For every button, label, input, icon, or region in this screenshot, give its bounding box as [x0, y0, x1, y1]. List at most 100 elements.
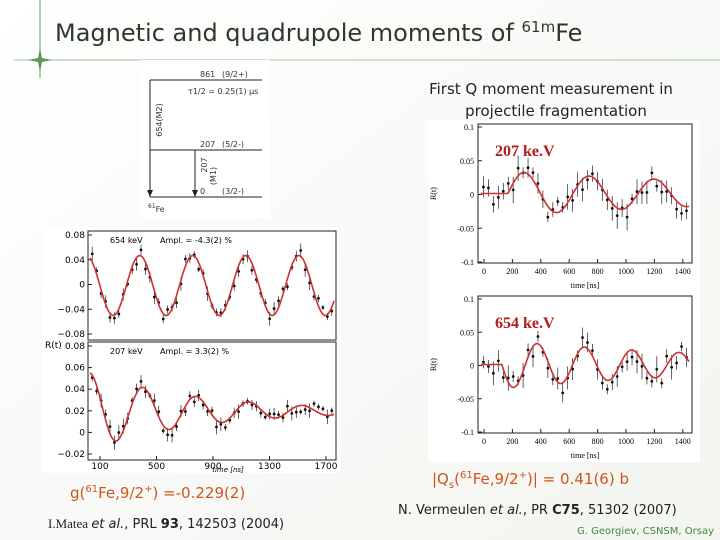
point	[175, 301, 178, 305]
footer: G. Georgiev, CSNSM, Orsay	[577, 526, 714, 537]
x-tick-label: 1000	[618, 267, 634, 276]
point	[496, 359, 500, 363]
y-tick-label: 0.08	[65, 231, 85, 241]
x-tick-label: 1400	[675, 267, 691, 276]
point	[135, 262, 138, 266]
point	[665, 354, 669, 358]
point	[586, 341, 589, 344]
point	[546, 215, 550, 219]
point	[482, 360, 485, 364]
quadrupole-moment: |Qs(61Fe,9/2+)| = 0.41(6) b	[432, 470, 629, 491]
transition-label: (M1)	[209, 167, 218, 185]
point	[139, 380, 143, 383]
y-axis-label: R(t)	[429, 358, 438, 371]
point	[625, 215, 629, 219]
point	[556, 200, 560, 203]
point	[526, 348, 530, 352]
y-tick-label: -0.05	[457, 395, 474, 404]
x-tick-label: 600	[563, 267, 575, 276]
point	[516, 166, 520, 170]
point	[219, 422, 223, 426]
point	[685, 209, 688, 213]
fit-curve	[481, 342, 690, 389]
point	[571, 198, 575, 202]
x-tick-label: 1200	[646, 437, 662, 446]
point	[152, 295, 156, 299]
y-tick-label: -0.1	[461, 258, 474, 267]
point	[610, 380, 614, 384]
point	[591, 349, 594, 352]
point	[482, 185, 485, 189]
point	[250, 268, 254, 272]
point	[635, 190, 639, 193]
point	[223, 426, 227, 429]
x-tick-label: 500	[148, 462, 165, 472]
y-axis-label: R(t)	[45, 341, 62, 351]
point	[630, 355, 634, 359]
point	[113, 316, 116, 320]
level-energy: 0	[200, 187, 205, 196]
point	[591, 172, 594, 176]
x-tick-label: 800	[592, 437, 604, 446]
point	[640, 365, 644, 368]
x-tick-label: 400	[535, 437, 547, 446]
point	[308, 281, 311, 285]
transition-label: 654(M2)	[155, 103, 164, 137]
half-life: τ1/2 = 0.25(1) μs	[188, 87, 258, 96]
point	[277, 413, 280, 417]
point	[546, 366, 550, 370]
point	[655, 367, 659, 371]
amplitude: Ampl. = -4.3(2) %	[160, 236, 232, 245]
g-factor: g(61Fe,9/2+) =-0.229(2)	[70, 484, 245, 502]
level-energy: 861	[200, 70, 215, 79]
point	[317, 296, 320, 300]
point	[299, 410, 303, 414]
point	[645, 190, 649, 194]
fit-curve	[89, 372, 335, 442]
point	[277, 299, 280, 303]
right-plots: 0.1 0.05 0 -0.05 -0.1 0 200 400 600 800 1000 1200 14…	[428, 120, 700, 462]
point	[299, 249, 303, 252]
x-tick-label: 1400	[675, 437, 691, 446]
x-tick-label: 0	[482, 437, 486, 446]
panel	[140, 60, 270, 218]
level-energy: 207	[200, 140, 215, 149]
point	[650, 171, 654, 175]
reference: I.Matea et al., PRL 93, 142503 (2004)	[48, 516, 284, 532]
transition-label: 207	[200, 157, 209, 172]
energy-label: 207 ke.V	[495, 143, 555, 160]
point	[556, 377, 560, 380]
point	[286, 285, 289, 289]
reference: N. Vermeulen et al., PR C75, 51302 (2007…	[398, 503, 677, 518]
point	[605, 198, 609, 202]
point	[561, 391, 565, 395]
point	[250, 403, 254, 407]
fit-curve	[89, 254, 335, 317]
amplitude: Ampl. = 3.3(2) %	[160, 347, 229, 356]
point	[117, 431, 121, 434]
point	[152, 399, 156, 403]
x-tick-label: 100	[91, 462, 108, 472]
level-spin: (3/2-)	[222, 187, 244, 196]
point	[665, 190, 669, 193]
point	[487, 186, 490, 190]
point	[197, 393, 201, 397]
point	[259, 411, 263, 415]
y-tick-label: −0.04	[57, 305, 85, 315]
point	[144, 267, 147, 271]
point	[108, 316, 112, 319]
axes-frame	[87, 341, 337, 461]
x-axis-label: time [ns]	[212, 466, 244, 474]
point	[680, 211, 683, 215]
point	[90, 252, 94, 256]
point	[321, 306, 325, 309]
point	[531, 354, 535, 358]
y-axis-label: R(t)	[429, 187, 438, 200]
point	[113, 441, 116, 444]
point	[600, 381, 604, 385]
x-axis-label: time [ns]	[571, 451, 600, 460]
point	[183, 410, 187, 413]
point	[655, 184, 659, 188]
point	[670, 365, 674, 369]
